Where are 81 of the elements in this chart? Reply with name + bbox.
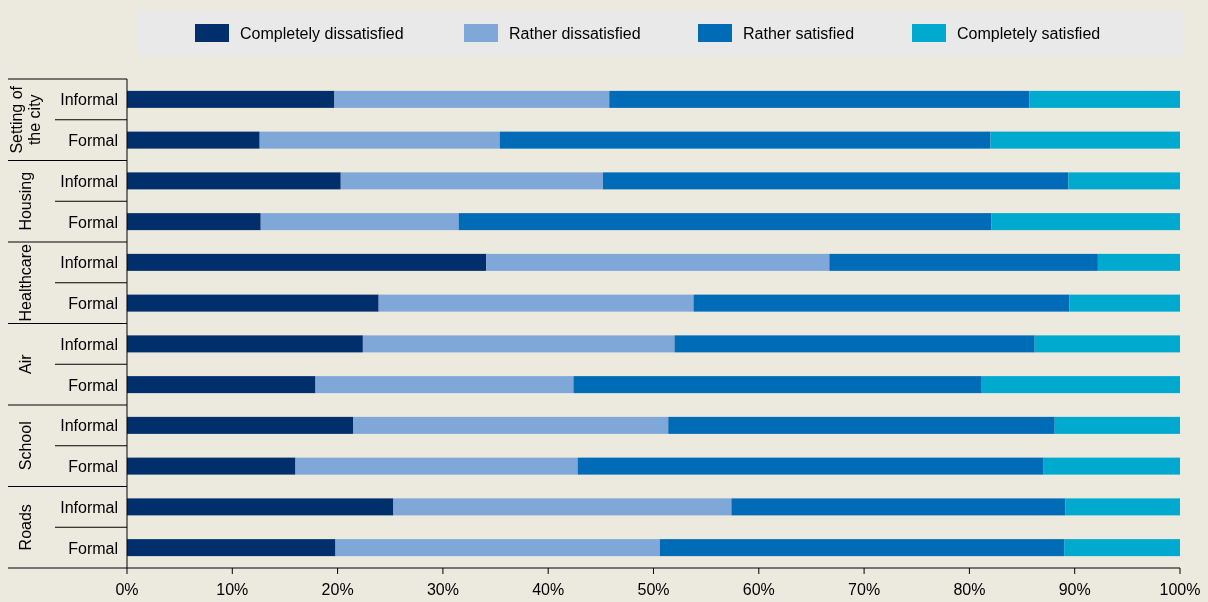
bar xyxy=(609,90,1030,108)
x-tick-label: 20% xyxy=(321,581,354,598)
bar xyxy=(1054,416,1180,434)
bar xyxy=(674,335,1035,353)
bar xyxy=(315,376,574,394)
bar xyxy=(127,376,316,394)
x-tick-label: 80% xyxy=(953,581,986,598)
bar xyxy=(980,376,1180,394)
bar xyxy=(295,457,578,475)
bar xyxy=(127,213,261,231)
legend-label: Completely dissatisfied xyxy=(240,25,404,42)
bar xyxy=(260,213,459,231)
bar xyxy=(340,172,603,190)
y-tick-label: Formal xyxy=(68,539,118,557)
x-tick-label: 70% xyxy=(848,581,881,598)
y-tick-label: Formal xyxy=(68,295,118,313)
bar xyxy=(127,498,394,516)
x-tick-label: 100% xyxy=(1159,581,1201,598)
text: Housing xyxy=(17,171,34,231)
legend-label: Completely satisfied xyxy=(957,25,1101,42)
bar xyxy=(335,539,660,557)
bar xyxy=(1097,253,1180,271)
bar xyxy=(990,131,1180,149)
bar xyxy=(362,335,675,353)
bar xyxy=(1068,172,1180,190)
bar xyxy=(1065,498,1180,516)
x-tick-label: 40% xyxy=(532,581,565,598)
text: Setting of the city xyxy=(8,85,43,154)
bar xyxy=(378,294,694,312)
x-tick-label: 60% xyxy=(742,581,775,598)
y-tick-label: Informal xyxy=(60,335,118,353)
text: Healthcare xyxy=(17,243,34,322)
bar xyxy=(458,213,992,231)
bar xyxy=(259,131,500,149)
bar xyxy=(693,294,1070,312)
bar xyxy=(127,416,354,434)
y-tick-label: Formal xyxy=(68,376,118,394)
bar xyxy=(731,498,1066,516)
bar xyxy=(127,253,487,271)
y-tick-label: Formal xyxy=(68,213,118,231)
bar xyxy=(127,457,296,475)
bar xyxy=(127,131,260,149)
bar xyxy=(127,90,335,108)
bar xyxy=(127,539,336,557)
bar xyxy=(602,172,1069,190)
text: School xyxy=(17,421,34,471)
y-tick-label: Informal xyxy=(60,91,118,109)
x-tick-label: 90% xyxy=(1058,581,1091,598)
y-tick-label: Informal xyxy=(60,498,118,516)
x-tick-label: 30% xyxy=(426,581,459,598)
bar xyxy=(668,416,1055,434)
bar xyxy=(127,335,363,353)
y-tick-label: Informal xyxy=(60,254,118,272)
text: Roads xyxy=(17,504,34,551)
bar xyxy=(829,253,1098,271)
y-tick-label: Informal xyxy=(60,417,118,435)
x-tick-label: 10% xyxy=(216,581,249,598)
legend-label: Rather satisfied xyxy=(743,25,855,42)
bar xyxy=(1029,90,1180,108)
bar xyxy=(127,294,379,312)
bar xyxy=(499,131,991,149)
bar xyxy=(1043,457,1180,475)
y-tick-label: Formal xyxy=(68,458,118,476)
bar xyxy=(1034,335,1180,353)
x-tick-label: 0% xyxy=(115,581,139,598)
bar xyxy=(127,172,341,190)
legend-label: Rather dissatisfied xyxy=(509,25,641,42)
bar xyxy=(991,213,1180,231)
x-tick-label: 50% xyxy=(637,581,670,598)
bar xyxy=(334,90,610,108)
bar xyxy=(1069,294,1181,312)
bar xyxy=(659,539,1065,557)
bar xyxy=(577,457,1044,475)
text: Air xyxy=(17,353,34,375)
bar xyxy=(573,376,981,394)
y-tick-label: Informal xyxy=(60,172,118,190)
bar xyxy=(1064,539,1180,557)
bar xyxy=(393,498,732,516)
bar xyxy=(353,416,669,434)
y-tick-label: Formal xyxy=(68,132,118,150)
bar xyxy=(486,253,830,271)
